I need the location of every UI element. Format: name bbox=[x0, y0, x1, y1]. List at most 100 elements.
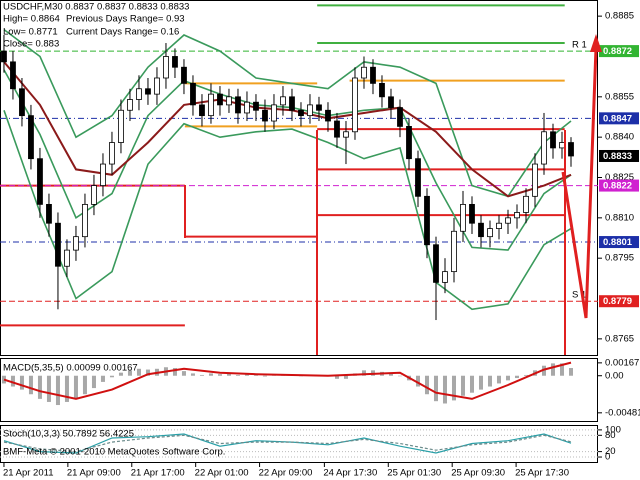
candle-body bbox=[199, 104, 205, 117]
candle-body bbox=[244, 101, 250, 114]
x-tick-label: 21 Apr 09:00 bbox=[67, 468, 121, 479]
forecast-arrow bbox=[561, 47, 598, 319]
histogram-bar bbox=[496, 375, 501, 384]
histogram-bar bbox=[262, 375, 267, 377]
histogram-bar bbox=[505, 375, 510, 381]
histogram-bar bbox=[91, 375, 96, 389]
candle-body bbox=[172, 56, 178, 68]
histogram-bar bbox=[1, 375, 6, 384]
candle-body bbox=[325, 109, 331, 122]
x-tick-label: 25 Apr 01:30 bbox=[387, 468, 441, 479]
candle-body bbox=[19, 88, 25, 117]
histogram-bar bbox=[424, 375, 429, 395]
histogram-bar bbox=[172, 368, 177, 376]
candle-body bbox=[568, 142, 574, 157]
indicator-line bbox=[3, 110, 572, 311]
candle-body bbox=[559, 142, 565, 149]
candle-body bbox=[298, 109, 304, 117]
price-box bbox=[599, 45, 639, 58]
histogram-bar bbox=[559, 363, 564, 376]
candle-body bbox=[469, 203, 475, 224]
y-tick-label: 0.00 bbox=[605, 370, 624, 381]
candle-body bbox=[37, 158, 43, 205]
candle-body bbox=[217, 93, 223, 106]
y-tick-label: 0 bbox=[605, 452, 610, 463]
candle-body bbox=[1, 50, 7, 63]
candle-body bbox=[379, 82, 385, 98]
footer: BMF-Meta © 2001-2010 MetaQuotes Software… bbox=[3, 447, 225, 458]
candle-body bbox=[352, 77, 358, 133]
price-box bbox=[599, 112, 639, 125]
histogram-bar bbox=[244, 374, 249, 376]
candle-body bbox=[541, 131, 547, 165]
macd-title: MACD(5,35,5) 0.00099 0.00167 bbox=[3, 363, 138, 374]
candle-body bbox=[64, 249, 70, 267]
candle-body bbox=[316, 104, 322, 111]
candle-body bbox=[163, 56, 169, 79]
candle-body bbox=[550, 131, 556, 149]
candle-body bbox=[415, 158, 421, 197]
candle-body bbox=[523, 195, 529, 213]
histogram-bar bbox=[10, 375, 15, 387]
level-tag: R 1 bbox=[572, 40, 587, 51]
histogram-bar bbox=[514, 375, 519, 379]
annotation: High= 0.8864 bbox=[3, 14, 60, 25]
stoch-panel bbox=[0, 425, 598, 463]
candle-body bbox=[118, 109, 124, 143]
price-box bbox=[599, 236, 639, 249]
candle-body bbox=[226, 96, 232, 106]
y-tick-label: 0.8885 bbox=[605, 11, 634, 22]
histogram-bar bbox=[145, 369, 150, 376]
candle-body bbox=[370, 66, 376, 84]
plot-layer: 0.8885 0.8855 0.8840 0.8825 0.8810 0.8795 0.87… bbox=[0, 4, 640, 479]
chart-title: USDCHF,M30 0.8837 0.8837 0.8833 0.8833 bbox=[3, 2, 189, 13]
annotation: Close= 0.883 bbox=[3, 39, 59, 50]
x-tick-label: 25 Apr 17:30 bbox=[515, 468, 569, 479]
histogram-bar bbox=[226, 373, 231, 376]
macd-panel bbox=[0, 358, 598, 422]
candle-body bbox=[487, 228, 493, 238]
annotation: Current Days Range= 0.16 bbox=[66, 27, 179, 38]
histogram-bar bbox=[127, 370, 132, 376]
x-tick-label: 21 Apr 17:00 bbox=[131, 468, 185, 479]
histogram-bar bbox=[343, 375, 348, 379]
histogram-bar bbox=[82, 375, 87, 395]
candle-body bbox=[46, 203, 52, 224]
candle-body bbox=[505, 217, 511, 224]
histogram-bar bbox=[361, 370, 366, 376]
candle-body bbox=[73, 236, 79, 251]
price-box bbox=[599, 179, 639, 192]
histogram-bar bbox=[487, 375, 492, 387]
histogram-bar bbox=[64, 375, 69, 402]
candle-body bbox=[442, 271, 448, 283]
level-tag: S 1 bbox=[572, 290, 586, 301]
candle-body bbox=[478, 222, 484, 238]
candle-body bbox=[82, 203, 88, 238]
price-label: 0.8847 bbox=[603, 113, 632, 124]
candle-body bbox=[514, 212, 520, 219]
histogram-bar bbox=[442, 375, 447, 404]
candle-body bbox=[343, 131, 349, 138]
annotation: Low= 0.8771 bbox=[3, 27, 58, 38]
histogram-bar bbox=[55, 375, 60, 406]
y-tick-label: 0.8825 bbox=[605, 172, 634, 183]
candle-body bbox=[28, 115, 34, 160]
histogram-bar bbox=[190, 373, 195, 376]
candle-body bbox=[154, 77, 160, 95]
histogram-bar bbox=[388, 373, 393, 376]
y-tick-label: 0.8810 bbox=[605, 212, 634, 223]
candle-body bbox=[307, 104, 313, 117]
x-tick-label: 21 Apr 2011 bbox=[3, 468, 54, 479]
stoch-line bbox=[3, 434, 572, 453]
histogram-bar bbox=[118, 372, 123, 376]
candle-body bbox=[262, 109, 268, 122]
candle-body bbox=[127, 99, 133, 111]
histogram-bar bbox=[208, 373, 213, 376]
y-tick-label: 80 bbox=[605, 430, 616, 441]
candle-body bbox=[55, 222, 61, 267]
main-panel bbox=[0, 0, 598, 356]
histogram-bar bbox=[541, 365, 546, 376]
candle-body bbox=[280, 96, 286, 106]
price-box bbox=[599, 295, 639, 308]
